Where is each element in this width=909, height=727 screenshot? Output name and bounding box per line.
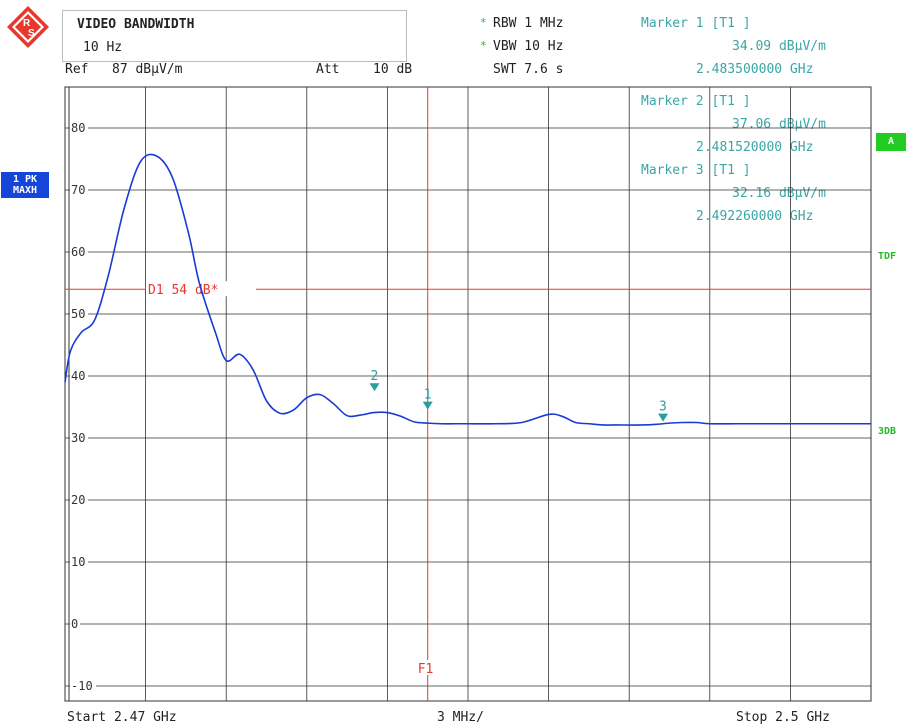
panel-title: VIDEO BANDWIDTH bbox=[77, 17, 195, 32]
y-tick-label: 30 bbox=[71, 431, 85, 445]
display-line-label: D1 54 dB* bbox=[148, 283, 218, 298]
y-tick-label: 80 bbox=[71, 121, 85, 135]
att-label: Att bbox=[316, 62, 340, 77]
y-tick-label: 70 bbox=[71, 183, 85, 197]
frequency-line-label: F1 bbox=[418, 662, 434, 677]
vbw-setting: VBW 10 Hz bbox=[493, 39, 564, 54]
ref-label: Ref bbox=[65, 62, 89, 77]
marker-triangle bbox=[369, 383, 380, 392]
marker2-freq: 2.481520000 GHz bbox=[696, 140, 814, 155]
y-tick-label-bg bbox=[70, 679, 96, 692]
y-tick-label-bg bbox=[70, 555, 88, 568]
marker-triangle bbox=[658, 413, 669, 422]
marker3-label: Marker 3 [T1 ] bbox=[641, 163, 751, 178]
trace-mode-line2: MAXH bbox=[12, 185, 38, 196]
rohde-schwarz-logo: R S bbox=[7, 6, 49, 48]
y-tick-label: 40 bbox=[71, 369, 85, 383]
marker-number: 3 bbox=[659, 400, 667, 415]
start-frequency: Start 2.47 GHz bbox=[67, 710, 177, 725]
marker-triangle bbox=[422, 401, 433, 410]
span-per-div: 3 MHz/ bbox=[437, 710, 484, 725]
trace-mode-badge: 1 PK MAXH bbox=[1, 172, 49, 198]
trace-a-badge: A bbox=[876, 133, 906, 151]
vbw-star: * bbox=[480, 39, 487, 52]
y-tick-label-bg bbox=[70, 431, 88, 444]
att-value: 10 dB bbox=[373, 62, 413, 77]
y-tick-label-bg bbox=[70, 183, 88, 196]
marker3-freq: 2.492260000 GHz bbox=[696, 209, 814, 224]
y-tick-label-bg bbox=[70, 307, 88, 320]
marker1-level: 34.09 dBµV/m bbox=[732, 39, 826, 54]
marker-number: 1 bbox=[424, 388, 432, 403]
video-bandwidth-panel: VIDEO BANDWIDTH 10 Hz bbox=[62, 10, 407, 62]
tdf-label: TDF bbox=[878, 251, 897, 262]
y-tick-label: 50 bbox=[71, 307, 85, 321]
svg-text:S: S bbox=[28, 28, 35, 39]
y-tick-label: 0 bbox=[71, 617, 78, 631]
y-tick-label: -10 bbox=[71, 679, 93, 693]
3db-label: 3DB bbox=[878, 426, 897, 437]
marker1-freq: 2.483500000 GHz bbox=[696, 62, 814, 77]
vbw-value: 10 Hz bbox=[83, 40, 123, 55]
marker2-label: Marker 2 [T1 ] bbox=[641, 94, 751, 109]
y-tick-label-bg bbox=[70, 493, 88, 506]
trace-mode-line1: 1 PK bbox=[12, 174, 38, 185]
frequency-line-label-bg bbox=[415, 660, 438, 675]
ref-level: 87 dBµV/m bbox=[112, 62, 183, 77]
y-tick-label-bg bbox=[70, 121, 88, 134]
y-tick-label-bg bbox=[70, 369, 88, 382]
marker1-label: Marker 1 [T1 ] bbox=[641, 16, 751, 31]
rbw-setting: RBW 1 MHz bbox=[493, 16, 564, 31]
sweep-time: SWT 7.6 s bbox=[493, 62, 564, 77]
rbw-star: * bbox=[480, 16, 487, 29]
y-tick-label-bg bbox=[70, 617, 80, 630]
stop-frequency: Stop 2.5 GHz bbox=[736, 710, 830, 725]
spectrum-trace bbox=[64, 153, 871, 426]
y-tick-label-bg bbox=[70, 245, 88, 258]
y-tick-label: 20 bbox=[71, 493, 85, 507]
marker-number: 2 bbox=[371, 369, 379, 384]
y-tick-label: 60 bbox=[71, 245, 85, 259]
y-tick-label: 10 bbox=[71, 555, 85, 569]
svg-text:R: R bbox=[23, 18, 31, 29]
